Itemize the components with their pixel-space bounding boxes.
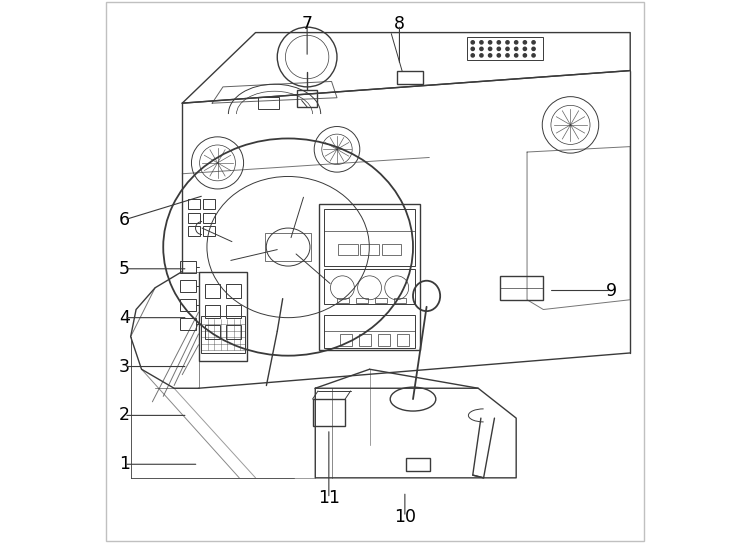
Bar	[297, 90, 317, 107]
Bar	[226, 325, 241, 339]
Text: 5: 5	[118, 260, 130, 278]
Circle shape	[471, 54, 474, 57]
Bar	[397, 334, 409, 346]
Bar	[203, 213, 215, 223]
Circle shape	[532, 54, 536, 57]
Bar	[205, 284, 220, 298]
Circle shape	[532, 47, 536, 50]
Text: 2: 2	[118, 406, 130, 425]
Bar	[338, 244, 358, 255]
Text: 6: 6	[118, 211, 130, 229]
Bar	[360, 244, 380, 255]
Bar	[382, 244, 401, 255]
Bar	[201, 316, 244, 353]
Text: 1: 1	[118, 455, 130, 473]
Bar	[324, 209, 416, 266]
Bar	[226, 305, 241, 318]
Bar	[188, 226, 200, 236]
Bar	[337, 298, 349, 303]
Bar	[313, 399, 345, 426]
Circle shape	[524, 54, 526, 57]
Circle shape	[488, 54, 492, 57]
Bar	[394, 298, 406, 303]
Bar	[226, 284, 241, 298]
Text: 11: 11	[318, 489, 340, 508]
Circle shape	[480, 41, 483, 44]
Circle shape	[532, 41, 536, 44]
Circle shape	[471, 47, 474, 50]
Circle shape	[480, 47, 483, 50]
Bar	[179, 299, 196, 311]
Circle shape	[497, 54, 500, 57]
Circle shape	[514, 41, 517, 44]
Circle shape	[471, 41, 474, 44]
Text: 8: 8	[394, 15, 405, 34]
Text: 10: 10	[394, 508, 416, 526]
Bar	[406, 458, 430, 471]
Bar	[179, 261, 196, 273]
Circle shape	[497, 47, 500, 50]
Circle shape	[488, 41, 492, 44]
Bar	[324, 315, 416, 348]
Bar	[378, 334, 390, 346]
Bar	[203, 226, 215, 236]
Circle shape	[524, 41, 526, 44]
Bar	[188, 213, 200, 223]
Bar	[375, 298, 387, 303]
Bar	[179, 280, 196, 292]
Text: 3: 3	[118, 357, 130, 376]
Circle shape	[514, 54, 517, 57]
Circle shape	[480, 54, 483, 57]
Bar	[467, 37, 543, 60]
Bar	[188, 199, 200, 209]
Bar	[266, 233, 311, 261]
Bar	[179, 318, 196, 330]
Bar	[324, 269, 416, 304]
Bar	[205, 325, 220, 339]
Bar	[205, 305, 220, 318]
Bar	[258, 97, 279, 109]
Circle shape	[497, 41, 500, 44]
Circle shape	[506, 47, 509, 50]
Bar	[397, 71, 423, 84]
Circle shape	[514, 47, 517, 50]
Text: 7: 7	[302, 15, 313, 34]
Circle shape	[524, 47, 526, 50]
Bar	[356, 298, 368, 303]
Circle shape	[506, 41, 509, 44]
Text: 4: 4	[118, 308, 130, 327]
Bar	[203, 199, 215, 209]
Bar	[320, 204, 420, 350]
Bar	[358, 334, 370, 346]
Bar	[340, 334, 352, 346]
Text: 9: 9	[606, 281, 616, 300]
Bar	[199, 272, 248, 361]
Circle shape	[488, 47, 492, 50]
Circle shape	[506, 54, 509, 57]
Bar	[500, 276, 543, 300]
